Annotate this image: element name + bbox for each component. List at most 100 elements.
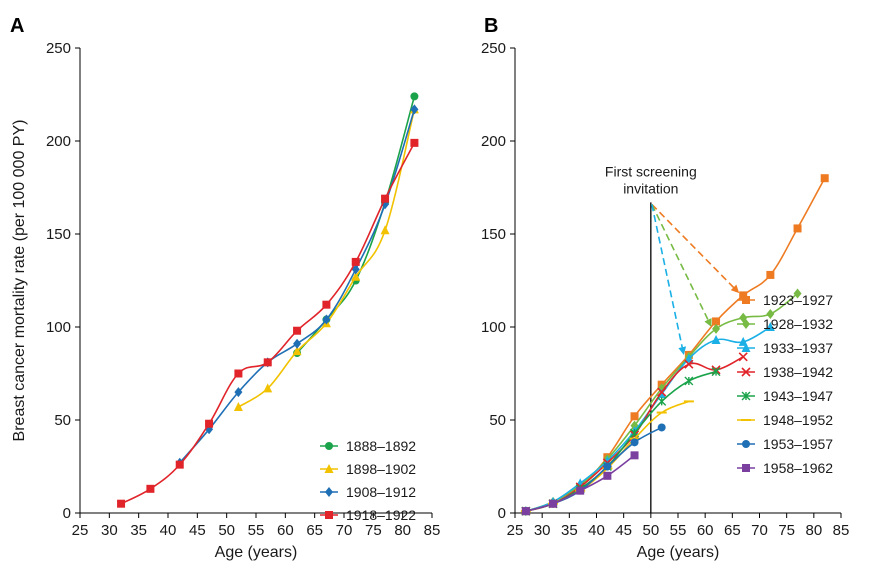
legend-label: 1918–1922 — [346, 507, 416, 523]
data-point — [630, 451, 639, 460]
legend-marker — [742, 296, 750, 304]
panel-letter: A — [10, 15, 24, 37]
series-1943-1947 — [521, 367, 721, 516]
x-tick-label: 75 — [778, 522, 795, 539]
x-axis-title: Age (years) — [215, 544, 298, 561]
x-tick-label: 80 — [394, 522, 411, 539]
series-1908-1912 — [175, 104, 419, 468]
data-point — [793, 224, 802, 233]
x-tick-label: 45 — [189, 522, 206, 539]
legend-item: 1888–1892 — [320, 438, 416, 454]
data-point — [765, 322, 775, 331]
data-point — [576, 486, 585, 495]
data-point — [711, 335, 721, 345]
data-point — [657, 423, 666, 432]
legend-marker — [742, 464, 750, 472]
legend-marker — [742, 319, 750, 329]
data-point — [684, 353, 694, 363]
data-point — [684, 376, 694, 386]
data-point — [602, 455, 612, 465]
legend-label: 1898–1902 — [346, 461, 416, 477]
data-point — [205, 419, 214, 428]
x-tick-label: 35 — [561, 522, 578, 539]
y-tick-label: 250 — [481, 40, 506, 57]
y-tick-label: 100 — [481, 319, 506, 336]
legend-label: 1938–1942 — [763, 364, 833, 380]
data-point — [603, 462, 612, 471]
x-tick-label: 50 — [642, 522, 659, 539]
data-point — [117, 499, 126, 508]
y-tick-label: 100 — [46, 319, 71, 336]
series-line — [179, 109, 416, 464]
legend-label: 1943–1947 — [763, 388, 833, 404]
series-1953-1957 — [521, 423, 666, 516]
y-tick-label: 50 — [54, 412, 71, 429]
x-tick-label: 30 — [101, 522, 118, 539]
x-tick-label: 80 — [805, 522, 822, 539]
annotation-arrow — [651, 204, 687, 355]
legend-item: 1933–1937 — [737, 340, 833, 356]
data-point — [739, 291, 748, 300]
data-point — [549, 499, 558, 508]
data-point — [351, 271, 361, 281]
y-tick-label: 200 — [481, 133, 506, 150]
data-point — [684, 359, 694, 369]
legend-item: 1918–1922 — [320, 507, 416, 523]
y-tick-label: 200 — [46, 133, 71, 150]
data-point — [293, 338, 302, 349]
x-tick-label: 55 — [248, 522, 265, 539]
data-point — [766, 270, 775, 279]
x-tick-label: 25 — [72, 522, 89, 539]
data-point — [322, 300, 331, 309]
legend-label: 1923–1927 — [763, 292, 833, 308]
data-point — [712, 317, 721, 326]
x-tick-label: 35 — [130, 522, 147, 539]
series-line — [525, 326, 771, 512]
data-point — [410, 104, 419, 115]
legend: 1923–1927 1928–1932 1933–1937 1938–1942 1943… — [737, 292, 833, 476]
data-point — [793, 288, 802, 299]
y-tick-label: 250 — [46, 40, 71, 57]
x-tick-label: 85 — [424, 522, 441, 539]
legend-label: 1888–1892 — [346, 438, 416, 454]
legend: 1888–1892 1898–1902 1908–1912 1918–1922 — [320, 438, 416, 523]
data-point — [351, 257, 360, 266]
x-tick-label: 85 — [833, 522, 850, 539]
legend-item: 1953–1957 — [737, 436, 833, 452]
data-point — [820, 174, 829, 183]
legend-marker — [742, 440, 750, 448]
data-point — [234, 369, 243, 378]
data-point — [738, 336, 748, 346]
legend-marker — [325, 442, 333, 450]
y-tick-label: 150 — [46, 226, 71, 243]
annotation-text-line1: First screening — [605, 163, 697, 179]
legend-marker — [741, 343, 751, 352]
data-point — [521, 507, 530, 516]
y-tick-label: 150 — [481, 226, 506, 243]
data-point — [263, 383, 273, 393]
x-tick-label: 60 — [697, 522, 714, 539]
legend-item: 1928–1932 — [737, 316, 833, 332]
series-1958-1962 — [521, 451, 639, 516]
data-point — [766, 308, 775, 319]
annotation-arrow — [651, 204, 712, 327]
legend-marker — [741, 367, 751, 377]
data-point — [146, 484, 155, 493]
legend-marker — [324, 464, 334, 473]
x-tick-label: 70 — [751, 522, 768, 539]
x-tick-label: 75 — [365, 522, 382, 539]
series-line — [525, 370, 717, 512]
legend-item: 1943–1947 — [737, 388, 833, 404]
panel-b: B 0 50 100 150 200 250 25 30 35 40 45 50 55 60 65 70 75 80… — [481, 15, 849, 561]
data-point — [410, 138, 419, 147]
annotation-arrow — [651, 203, 740, 294]
data-point — [630, 438, 639, 447]
x-tick-label: 60 — [277, 522, 294, 539]
data-point — [263, 358, 272, 367]
data-point — [410, 92, 419, 101]
y-tick-label: 50 — [489, 412, 506, 429]
data-point — [381, 194, 390, 203]
panel-letter: B — [484, 15, 498, 37]
data-point — [380, 225, 390, 235]
x-tick-label: 25 — [507, 522, 524, 539]
